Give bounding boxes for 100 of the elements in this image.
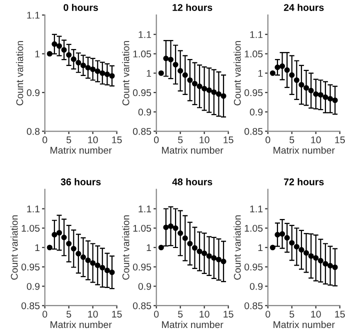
- chart-title: 0 hours: [64, 4, 98, 11]
- x-tick-label: 5: [66, 310, 72, 318]
- x-tick-label: 0: [42, 310, 48, 318]
- x-axis-title: Matrix number: [274, 320, 335, 328]
- point: [294, 244, 300, 250]
- point: [187, 240, 193, 246]
- point: [274, 64, 280, 70]
- x-tick-label: 10: [200, 136, 210, 144]
- y-tick-label: 0.85: [244, 128, 263, 135]
- point: [90, 66, 96, 72]
- x-tick-label: 0: [42, 136, 48, 144]
- point: [163, 224, 169, 230]
- x-tick-label: 5: [178, 136, 183, 144]
- x-axis-title: Matrix number: [274, 146, 335, 154]
- point: [80, 62, 86, 68]
- x-tick-label: 0: [154, 310, 159, 318]
- y-tick-label: 1.05: [244, 50, 263, 58]
- point: [70, 56, 76, 62]
- chart-title: 48 hours: [172, 178, 212, 186]
- point: [206, 87, 212, 93]
- chart-title: 36 hours: [60, 178, 101, 186]
- point: [196, 84, 202, 90]
- chart-title: 12 hours: [172, 4, 212, 11]
- point: [109, 270, 115, 276]
- y-tick-label: 0.9: [250, 108, 263, 116]
- point: [52, 41, 58, 47]
- point: [327, 262, 334, 268]
- y-tick-label: 1.1: [138, 206, 152, 212]
- y-tick-label: 1.05: [133, 50, 152, 58]
- point: [303, 85, 310, 91]
- point: [172, 62, 178, 68]
- y-tick-label: 1: [258, 244, 263, 252]
- point: [279, 63, 286, 69]
- point: [104, 72, 110, 78]
- point: [274, 232, 280, 238]
- y-axis-title: Count variation: [122, 215, 130, 280]
- x-tick-label: 15: [335, 136, 345, 144]
- y-tick-label: 1: [146, 244, 152, 252]
- point: [211, 89, 217, 95]
- point: [61, 234, 67, 240]
- x-tick-label: 10: [200, 310, 210, 318]
- point: [202, 250, 208, 256]
- point: [270, 244, 276, 250]
- point: [94, 68, 100, 74]
- x-axis-title: Matrix number: [50, 146, 112, 154]
- y-tick-label: 1.05: [22, 224, 40, 232]
- point: [313, 91, 319, 97]
- y-tick-label: 1.1: [250, 206, 263, 212]
- point: [85, 64, 91, 70]
- y-axis-title: Count variation: [122, 41, 130, 106]
- point: [289, 72, 295, 78]
- point: [192, 80, 198, 86]
- point: [279, 231, 286, 237]
- point: [80, 254, 86, 260]
- point: [318, 92, 324, 98]
- x-tick-label: 0: [154, 136, 159, 144]
- point: [76, 250, 82, 256]
- point: [100, 70, 106, 76]
- point: [56, 230, 62, 236]
- point: [100, 264, 106, 270]
- y-tick-label: 0.95: [21, 264, 40, 270]
- y-tick-label: 1: [146, 70, 152, 77]
- point: [158, 244, 164, 250]
- x-tick-label: 0: [266, 136, 270, 144]
- point: [196, 248, 202, 254]
- x-tick-label: 10: [88, 310, 98, 318]
- point: [211, 255, 217, 261]
- x-tick-label: 10: [88, 136, 98, 144]
- y-tick-label: 0.8: [26, 128, 40, 135]
- point: [322, 94, 328, 100]
- chart-title: 72 hours: [284, 178, 324, 186]
- point: [202, 86, 208, 92]
- x-tick-label: 15: [112, 136, 122, 144]
- point: [70, 246, 76, 252]
- y-tick-label: 1.1: [138, 31, 152, 38]
- point: [182, 235, 188, 241]
- y-tick-label: 0.9: [26, 89, 40, 96]
- point: [56, 43, 62, 49]
- point: [192, 245, 198, 251]
- point: [313, 255, 319, 261]
- y-tick-label: 1.05: [133, 224, 152, 232]
- point: [206, 253, 212, 259]
- point: [178, 68, 184, 74]
- point: [168, 223, 174, 229]
- point: [332, 97, 338, 104]
- point: [158, 70, 164, 76]
- y-tick-label: 0.9: [138, 282, 152, 290]
- y-tick-label: 1: [35, 244, 40, 252]
- y-tick-label: 0.9: [250, 282, 263, 290]
- point: [66, 52, 72, 58]
- point: [46, 244, 52, 250]
- x-tick-label: 5: [178, 310, 183, 318]
- y-tick-label: 0.95: [132, 264, 152, 270]
- point: [46, 50, 52, 57]
- point: [318, 258, 324, 264]
- point: [303, 250, 310, 256]
- y-tick-label: 0.95: [244, 89, 263, 96]
- y-tick-label: 1: [258, 70, 263, 77]
- point: [298, 247, 304, 253]
- point: [284, 235, 290, 241]
